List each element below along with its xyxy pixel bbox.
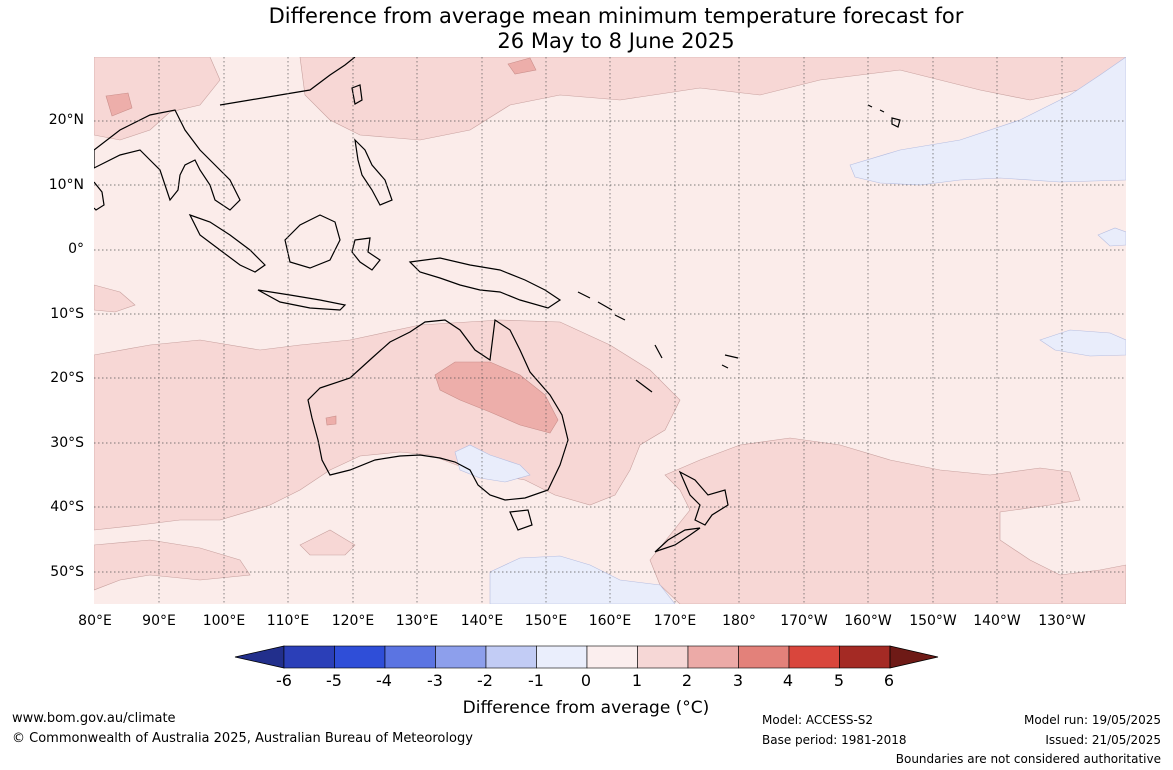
lat-label-10n: 10°N xyxy=(48,177,84,193)
colorbar-swatch xyxy=(586,645,638,669)
lat-label-20n: 20°N xyxy=(48,112,84,128)
colorbar-swatch xyxy=(334,645,386,669)
colorbar-swatch xyxy=(384,645,436,669)
lon-label-80e: 80°E xyxy=(78,613,112,629)
australia-coastline xyxy=(307,318,569,501)
lat-label-20s: 20°S xyxy=(50,370,84,386)
base-period-text: Base period: 1981-2018 xyxy=(762,733,907,747)
se-asia-coastline xyxy=(94,109,241,211)
issued-text: Issued: 21/05/2025 xyxy=(1045,733,1161,747)
lon-label-140w: 140°W xyxy=(973,613,1021,629)
china-coastline xyxy=(219,57,356,106)
model-text: Model: ACCESS-S2 xyxy=(762,713,874,727)
lon-label-180: 180° xyxy=(722,613,756,629)
lon-label-160e: 160°E xyxy=(588,613,632,629)
lon-label-160w: 160°W xyxy=(844,613,892,629)
temperature-anomaly-map xyxy=(94,57,1126,604)
colorbar-swatch xyxy=(283,645,335,669)
warm-region-south-pacific xyxy=(649,437,1126,604)
map-title: Difference from average mean minimum tem… xyxy=(0,4,1173,54)
colorbar-tick: 2 xyxy=(681,671,693,690)
colorbar-tick: 0 xyxy=(580,671,592,690)
website-text: www.bom.gov.au/climate xyxy=(12,711,176,726)
cool-region-south-australia xyxy=(454,444,531,483)
colorbar-tick: -4 xyxy=(376,671,392,690)
copyright-text: © Commonwealth of Australia 2025, Austra… xyxy=(12,731,473,746)
colorbar-tick: -3 xyxy=(427,671,443,690)
warm-region-small-1 xyxy=(299,529,356,556)
lon-label-170w: 170°W xyxy=(780,613,828,629)
lat-label-30s: 30°S xyxy=(50,435,84,451)
solomon-coastline xyxy=(577,291,626,321)
lon-label-150w: 150°W xyxy=(909,613,957,629)
warm-core-pacific xyxy=(507,57,537,75)
colorbar xyxy=(234,645,939,669)
cool-region-equator xyxy=(1097,227,1126,247)
lat-label-10s: 10°S xyxy=(50,306,84,322)
warm-core-small xyxy=(325,415,337,426)
colorbar-swatch xyxy=(485,645,537,669)
lon-label-140e: 140°E xyxy=(460,613,504,629)
lat-label-0: 0° xyxy=(68,241,84,257)
colorbar-swatch xyxy=(788,645,840,669)
philippines-coastline xyxy=(354,138,393,206)
vanuatu-fiji-coastline xyxy=(635,344,739,393)
new-zealand-north-coastline xyxy=(678,470,729,526)
warm-region-asia xyxy=(94,57,221,141)
title-line-1: Difference from average mean minimum tem… xyxy=(268,4,964,28)
new-zealand-south-coastline xyxy=(654,527,701,553)
lon-label-110e: 110°E xyxy=(266,613,310,629)
colorbar-tick: -1 xyxy=(528,671,544,690)
colorbar-tick: -6 xyxy=(276,671,292,690)
sumatra-coastline xyxy=(188,213,266,273)
lon-label-150e: 150°E xyxy=(524,613,568,629)
lon-label-130e: 130°E xyxy=(395,613,439,629)
disclaimer-text: Boundaries are not considered authoritat… xyxy=(895,752,1161,766)
lon-label-130w: 130°W xyxy=(1038,613,1086,629)
warm-region-small-2 xyxy=(94,284,136,313)
title-line-2: 26 May to 8 June 2025 xyxy=(497,29,735,53)
coastlines xyxy=(94,57,901,553)
lon-label-90e: 90°E xyxy=(142,613,176,629)
warm-region-indian-ocean xyxy=(94,319,681,531)
colorbar-tick: -5 xyxy=(326,671,342,690)
colorbar-arrow-high xyxy=(889,645,939,669)
india-coastline xyxy=(94,181,105,211)
cool-region-north-pacific xyxy=(849,57,1126,186)
colorbar-tick: 5 xyxy=(833,671,845,690)
tasmania-coastline xyxy=(509,509,533,531)
colorbar-tick: -2 xyxy=(477,671,493,690)
borneo-coastline xyxy=(284,214,341,269)
taiwan-coastline xyxy=(351,84,363,105)
warm-region-north-pacific xyxy=(299,57,1126,141)
model-run-text: Model run: 19/05/2025 xyxy=(1023,713,1161,727)
colorbar-swatch xyxy=(839,645,891,669)
new-guinea-coastline xyxy=(408,257,562,309)
cool-region-southern-ocean xyxy=(489,555,676,604)
colorbar-swatch xyxy=(536,645,588,669)
hawaii-coastline xyxy=(867,104,901,128)
lat-label-50s: 50°S xyxy=(50,564,84,580)
lon-label-170e: 170°E xyxy=(653,613,697,629)
warm-core-asia xyxy=(105,92,133,117)
colorbar-tick: 6 xyxy=(883,671,895,690)
colorbar-swatch xyxy=(637,645,689,669)
colorbar-swatch xyxy=(435,645,487,669)
lon-label-120e: 120°E xyxy=(331,613,375,629)
colorbar-swatch xyxy=(687,645,739,669)
colorbar-swatch xyxy=(738,645,790,669)
graticule xyxy=(94,57,1126,604)
lon-label-100e: 100°E xyxy=(202,613,246,629)
colorbar-arrow-low xyxy=(234,645,285,669)
colorbar-tick: 4 xyxy=(782,671,794,690)
lat-label-40s: 40°S xyxy=(50,499,84,515)
warm-region-south-west xyxy=(94,539,251,591)
warm-core-central-australia xyxy=(434,361,559,434)
java-coastline xyxy=(257,289,347,311)
colorbar-tick: 1 xyxy=(631,671,643,690)
colorbar-label: Difference from average (°C) xyxy=(462,698,710,718)
colorbar-tick: 3 xyxy=(732,671,744,690)
cool-region-east-pacific xyxy=(1039,329,1126,357)
